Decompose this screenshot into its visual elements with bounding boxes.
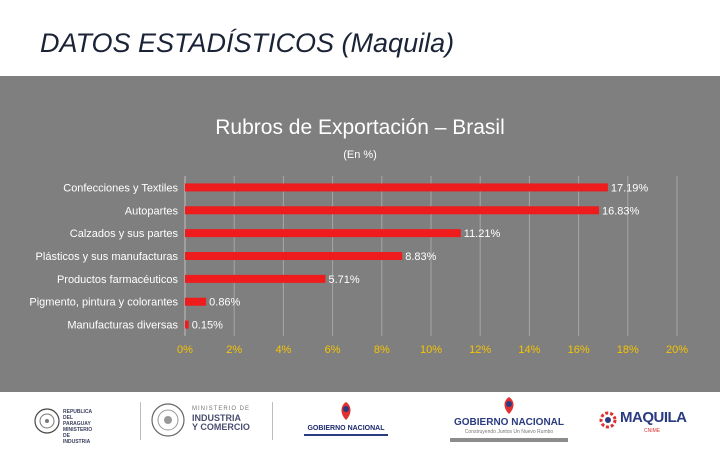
- bar-2: [185, 229, 461, 238]
- maquila-wordmark: MAQUILA: [620, 409, 687, 426]
- data-label-4: 5.71%: [328, 274, 359, 286]
- x-tick-label-5: 10%: [420, 344, 442, 356]
- category-label-0: Confecciones y Textiles: [63, 182, 178, 194]
- gobierno-nacional-wide-logo: GOBIERNO NACIONAL Construyendo Juntos Un…: [450, 396, 568, 442]
- category-label-5: Pigmento, pintura y colorantes: [29, 297, 178, 309]
- data-label-5: 0.86%: [209, 297, 240, 309]
- footer-logos: REPUBLICA DEL PARAGUAY MINISTERIO DE IND…: [0, 392, 720, 450]
- bar-5: [185, 297, 207, 306]
- category-label-4: Productos farmacéuticos: [57, 274, 179, 286]
- gobierno-wide-title: GOBIERNO NACIONAL: [454, 417, 564, 428]
- maquila-logo: MAQUILA CNIME: [598, 406, 690, 440]
- gobierno-word-1: GOBIERNO: [307, 425, 346, 432]
- gobierno-nacional-logo: GOBIERNO NACIONAL: [304, 400, 388, 442]
- category-label-1: Autopartes: [125, 205, 179, 217]
- data-label-1: 16.83%: [602, 205, 640, 217]
- bar-3: [185, 252, 403, 260]
- category-label-3: Plásticos y sus manufacturas: [36, 251, 179, 263]
- mic-seal-icon: [151, 403, 185, 437]
- mic-logo: MINISTERIO DE INDUSTRIA Y COMERCIO: [150, 402, 260, 438]
- x-tick-label-0: 0%: [177, 344, 193, 356]
- x-tick-label-3: 6%: [325, 344, 341, 356]
- bar-6: [185, 320, 189, 329]
- data-label-2: 11.21%: [464, 228, 501, 240]
- data-label-0: 17.19%: [611, 182, 649, 194]
- x-tick-label-9: 18%: [617, 344, 639, 356]
- mic-line-3: Y COMERCIO: [192, 422, 250, 432]
- slide-title: DATOS ESTADÍSTICOS (Maquila): [40, 28, 455, 58]
- bar-4: [185, 274, 326, 283]
- data-label-3: 8.83%: [405, 251, 436, 263]
- category-label-6: Manufacturas diversas: [67, 320, 178, 332]
- mic-line-1: MINISTERIO DE: [192, 406, 251, 412]
- x-tick-label-2: 4%: [275, 344, 291, 356]
- gobierno-word-2: NACIONAL: [347, 425, 385, 432]
- gobierno-wide-emblem-icon: [504, 397, 514, 414]
- x-tick-label-8: 16%: [568, 344, 590, 356]
- gobierno-wide-tagline: Construyendo Juntos Un Nuevo Rumbo: [464, 429, 554, 435]
- maquila-subtext: CNIME: [644, 428, 661, 434]
- x-tick-label-1: 2%: [226, 344, 242, 356]
- chart-title: Rubros de Exportación – Brasil: [215, 116, 505, 139]
- gobierno-emblem-icon: [341, 402, 351, 420]
- seal-line-2: PARAGUAY: [63, 421, 91, 427]
- bar-1: [185, 206, 600, 215]
- seal-line-1: REPUBLICA DEL: [63, 409, 92, 421]
- seal-line-3: MINISTERIO DE: [63, 427, 93, 439]
- logo-divider: [272, 402, 273, 440]
- x-tick-label-4: 8%: [374, 344, 390, 356]
- data-label-6: 0.15%: [192, 320, 223, 332]
- mic-line-2: INDUSTRIA: [192, 413, 241, 423]
- seal-icon: [34, 408, 60, 434]
- x-tick-label-6: 12%: [469, 344, 491, 356]
- chart-subtitle: (En %): [343, 149, 377, 161]
- maquila-gear-icon: [599, 411, 617, 429]
- bar-chart: Confecciones y Textiles 17.19% Autopartes 1…: [29, 176, 688, 356]
- paraguay-seal-logo: REPUBLICA DEL PARAGUAY MINISTERIO DE IND…: [34, 406, 93, 445]
- x-tick-label-7: 14%: [518, 344, 540, 356]
- logo-divider: [140, 402, 141, 440]
- x-tick-label-10: 20%: [666, 344, 688, 356]
- bar-0: [185, 183, 608, 192]
- category-label-2: Calzados y sus partes: [70, 228, 179, 240]
- seal-line-4: INDUSTRIA: [63, 439, 91, 445]
